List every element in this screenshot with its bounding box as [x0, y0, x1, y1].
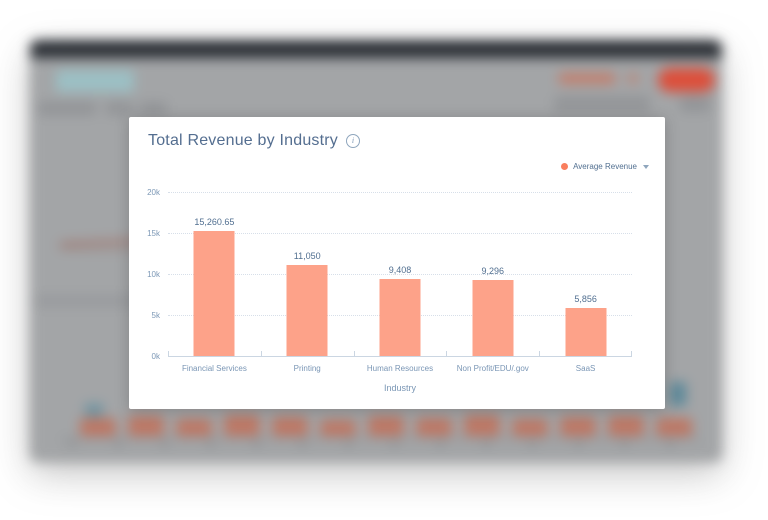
- blurred-chart-accent: [85, 404, 103, 417]
- x-axis-tick: [260, 351, 262, 356]
- x-axis-category-label: Non Profit/EDU/.gov: [456, 364, 529, 373]
- blurred-bar: [176, 419, 212, 436]
- blurred-axis-line: [60, 438, 700, 440]
- header-link-placeholder: [628, 74, 638, 83]
- blurred-bar: [368, 416, 404, 436]
- legend-dot-icon: [561, 163, 569, 170]
- blurred-bar: [224, 415, 260, 436]
- blurred-axis-labels: [70, 442, 690, 446]
- legend[interactable]: Average Revenue: [561, 162, 649, 171]
- blurred-bar: [464, 415, 500, 436]
- y-axis-tick-label: 15k: [147, 229, 160, 238]
- chevron-down-icon: [643, 164, 649, 169]
- bar-value-label: 9,408: [388, 264, 412, 275]
- x-axis-tick: [168, 351, 169, 356]
- bar-chart-plot-area: 20k 15k 10k 5k 0k 15,260.65 11,050 9,408 9,296 5,…: [147, 188, 632, 361]
- x-axis-category-label: Human Resources: [366, 364, 434, 373]
- y-axis-tick-label: 20k: [147, 188, 160, 197]
- y-axis-tick-label: 5k: [151, 311, 160, 320]
- blurred-bar: [320, 420, 356, 436]
- gridline: [168, 233, 632, 234]
- blurred-bar: [656, 418, 692, 436]
- blurred-bar: [560, 417, 596, 436]
- x-axis-tick: [631, 351, 632, 356]
- toolbar-placeholder: [680, 96, 710, 112]
- gridline: [168, 274, 632, 275]
- bar-slot: 5,856: [539, 192, 632, 356]
- y-axis-tick-label: 10k: [147, 270, 160, 279]
- x-axis-tick: [353, 351, 355, 356]
- x-axis-title: Industry: [383, 383, 416, 393]
- dashboard-title-placeholder: [56, 70, 134, 92]
- bar-human-resources[interactable]: [379, 278, 421, 356]
- bar-value-label: 9,296: [481, 265, 505, 276]
- report-card: Total Revenue by Industry i Average Reve…: [129, 117, 665, 409]
- x-axis-category-label: Financial Services: [181, 364, 247, 373]
- filter-tab-placeholder: [106, 102, 133, 115]
- blurred-bar: [512, 419, 548, 436]
- legend-label: Average Revenue: [573, 162, 637, 171]
- blurred-chart-accent: [670, 382, 686, 406]
- x-axis-tick: [539, 351, 541, 356]
- blurred-bar: [272, 417, 308, 436]
- toolbar-placeholder: [554, 96, 650, 112]
- x-axis-category-label: Printing: [293, 364, 321, 373]
- blurred-bar: [608, 416, 644, 436]
- filter-tab-placeholder: [38, 102, 96, 115]
- card-header: Total Revenue by Industry i: [148, 132, 360, 150]
- y-axis-tick-label: 0k: [151, 352, 160, 361]
- bar-financial-services[interactable]: [193, 230, 235, 356]
- blurred-bar: [416, 418, 452, 436]
- gridline: [168, 192, 632, 193]
- bar-printing[interactable]: [286, 265, 328, 356]
- bar-saas[interactable]: [565, 307, 607, 356]
- blurred-widget: [35, 295, 155, 307]
- blurred-bar-chart: [80, 412, 692, 436]
- bar-value-label: 15,260.65: [194, 216, 235, 227]
- bar-slot: 9,296: [446, 192, 539, 356]
- bar-slot: 11,050: [261, 192, 354, 356]
- header-link-placeholder: [558, 73, 616, 84]
- bar-slot: 15,260.65: [168, 192, 261, 356]
- chart-title: Total Revenue by Industry: [148, 132, 338, 149]
- blurred-bar: [128, 416, 164, 436]
- x-axis-tick: [446, 351, 448, 356]
- info-icon[interactable]: i: [346, 134, 360, 148]
- bar-slot: 9,408: [354, 192, 447, 356]
- bar-value-label: 11,050: [293, 251, 321, 262]
- bar-non-profit-edu-gov[interactable]: [472, 279, 514, 356]
- x-axis-category-label: SaaS: [575, 364, 596, 373]
- nav-bar: [30, 40, 722, 58]
- blurred-bar: [80, 418, 116, 436]
- bar-value-label: 5,856: [574, 293, 597, 304]
- filter-tab-placeholder: [140, 102, 167, 115]
- primary-button-placeholder: [658, 68, 715, 92]
